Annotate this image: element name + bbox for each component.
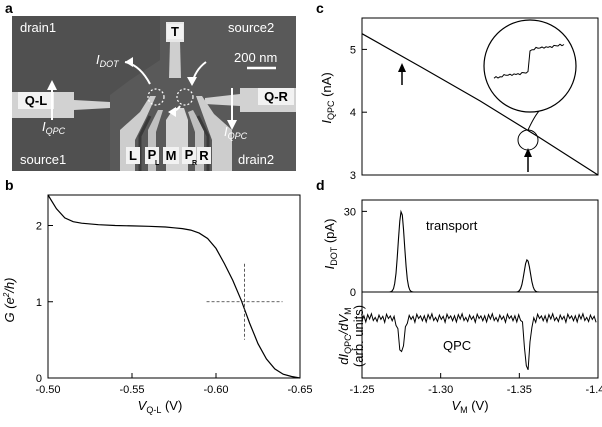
chart-d-qpc-label: QPC	[443, 338, 471, 353]
current-arrows	[51, 61, 233, 125]
gate-QR-label: Q-R	[264, 89, 288, 104]
chart-c: 3 4 5	[350, 17, 599, 182]
chart-b-frame	[47, 194, 301, 379]
chart-c-inset-trace	[493, 43, 565, 79]
chart-b-ytick-label: 2	[36, 221, 42, 233]
chart-d-xtick-label: -1.40	[585, 384, 602, 396]
label-drain1: drain1	[20, 20, 56, 35]
chart-b-xtick-label: -0.55	[119, 384, 144, 396]
gate-M-label: M	[166, 148, 177, 163]
sem-image: T Q-L Q-R L P L M P R R drain1 source2 s…	[12, 16, 296, 171]
chart-b-xtick-label: -0.65	[287, 384, 312, 396]
scale-bar-label: 200 nm	[234, 50, 277, 65]
chart-d-ytick-label: 0	[350, 287, 356, 299]
chart-d-qpc-trace	[361, 312, 597, 370]
chart-b-ytick-label: 1	[36, 297, 42, 309]
chart-b-xtick-label: -0.50	[35, 384, 60, 396]
gate-PR-sub: R	[192, 160, 197, 167]
panel-c-label: c	[316, 0, 324, 16]
gate-QL-label: Q-L	[25, 93, 47, 108]
chart-c-inset	[483, 19, 577, 113]
sem-trench-left	[12, 16, 160, 171]
label-drain2: drain2	[238, 152, 274, 167]
chart-c-zoom-connector	[527, 109, 541, 131]
gate-T-finger	[169, 42, 181, 78]
gate-R-label: R	[199, 148, 209, 163]
chart-b-xtick-label: -0.60	[203, 384, 228, 396]
label-source1: source1	[20, 152, 66, 167]
chart-b-ytick-label: 0	[36, 373, 42, 385]
chart-d-frame	[361, 199, 599, 379]
chart-d-xtick-label: -1.30	[428, 384, 453, 396]
gate-PL-label: P	[148, 147, 157, 162]
gate-L-label: L	[129, 148, 137, 163]
gate-T-label: T	[171, 24, 179, 39]
panel-d-label: d	[316, 177, 325, 193]
label-idot: IDOT	[96, 52, 120, 69]
dot-left	[147, 88, 165, 106]
chart-d: -1.25 -1.30 -1.35 -1.40 0 30 transport QPC	[344, 199, 602, 396]
label-iqpc-right: IQPC	[224, 124, 248, 141]
chart-c-frame	[361, 17, 599, 176]
chart-c-ytick-label: 5	[350, 44, 356, 56]
chart-d-ylabel-bottom: dIQPC/dVM	[336, 307, 353, 364]
chart-b-ylabel: G (e2/h)	[2, 278, 17, 323]
chart-c-ytick-label: 3	[350, 170, 356, 182]
chart-c-zoom-circle	[517, 129, 539, 151]
chart-c-arrowhead-2	[524, 148, 532, 157]
chart-c-ytick-label: 4	[350, 107, 356, 119]
chart-b-curve	[47, 194, 301, 379]
label-iqpc-left: IQPC	[42, 119, 66, 136]
chart-d-transport-label: transport	[426, 218, 478, 233]
arrow-heads	[47, 57, 237, 130]
gate-PL-sub: L	[155, 160, 160, 167]
chart-b-xlabel: VQ-L (V)	[138, 398, 183, 415]
chart-d-xlabel: VM (V)	[451, 398, 488, 415]
chart-d-ytick-label: 30	[344, 206, 356, 218]
gate-PR-label: P	[185, 147, 194, 162]
panel-b-label: b	[5, 177, 14, 193]
panel-a-label: a	[5, 0, 13, 16]
chart-d-xtick-label: -1.25	[349, 384, 374, 396]
chart-b: -0.50 -0.55 -0.60 -0.65 0 1 2	[35, 194, 313, 396]
chart-c-ylabel: IQPC (nA)	[319, 72, 336, 123]
label-source2: source2	[228, 20, 274, 35]
chart-d-ylabel-top: IDOT (pA)	[322, 219, 339, 270]
chart-d-ylabel-units: (arb. units)	[351, 305, 366, 367]
gate-R	[196, 96, 232, 171]
chart-c-arrowhead-1	[398, 63, 406, 72]
chart-d-xtick-label: -1.35	[507, 384, 532, 396]
chart-d-transport-trace	[362, 209, 598, 293]
chart-c-curve	[361, 33, 599, 176]
dot-right	[176, 88, 194, 106]
